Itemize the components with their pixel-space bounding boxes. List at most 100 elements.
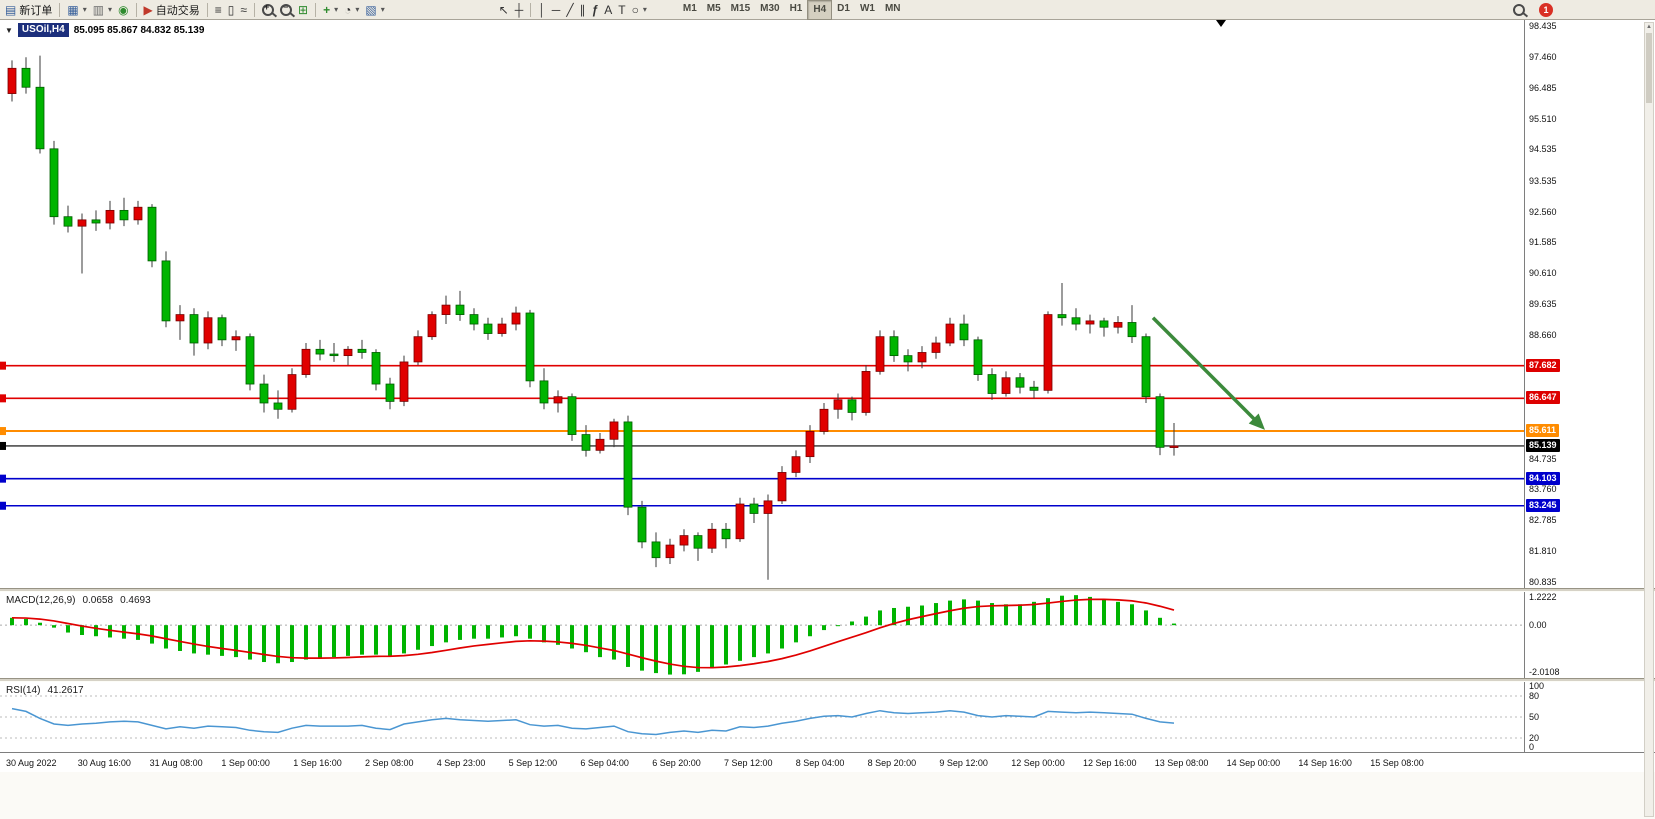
time-label: 8 Sep 20:00	[867, 758, 917, 768]
profiles-button[interactable]: ▥ ▾	[90, 1, 115, 19]
time-label: 15 Sep 08:00	[1370, 758, 1424, 768]
timeframe-mn-button[interactable]: MN	[884, 3, 901, 14]
trendline-button[interactable]: ╱	[563, 1, 576, 19]
auto-trading-label: 自动交易	[155, 4, 200, 17]
price-tick: 81.810	[1529, 546, 1557, 557]
price-tick: 93.535	[1529, 175, 1557, 186]
cursor-button[interactable]: ↖	[496, 1, 512, 19]
timeframe-h4-button[interactable]: H4	[807, 0, 833, 20]
timeframe-m30-button[interactable]: M30	[760, 3, 780, 14]
panel-separator[interactable]	[0, 678, 1655, 682]
time-label: 30 Aug 16:00	[77, 758, 131, 768]
time-label: 1 Sep 00:00	[221, 758, 270, 768]
zoom-out-button[interactable]	[277, 1, 295, 19]
search-button[interactable]	[1510, 1, 1528, 19]
price-badge: 87.682	[1526, 358, 1560, 372]
price-tick: 80.835	[1529, 576, 1557, 587]
community-button[interactable]: ◉	[115, 1, 131, 19]
price-tick: 89.635	[1529, 299, 1557, 309]
toolbar-separator	[530, 2, 532, 17]
rsi-axis-tick: 20	[1529, 733, 1540, 743]
timeframe-group: M1 M5 M15 M30 H1 H4 D1 W1 MN	[678, 0, 906, 20]
timeframe-m15-button[interactable]: M15	[730, 3, 751, 14]
time-label: 12 Sep 00:00	[1011, 758, 1065, 768]
periods-button[interactable]: ◔ ▾	[341, 1, 362, 19]
notification-button[interactable]: 1	[1536, 1, 1556, 19]
channel-button[interactable]: ∥	[577, 1, 589, 19]
crosshair-button[interactable]: ┼	[512, 1, 527, 19]
zoom-in-button[interactable]	[259, 1, 277, 19]
time-label: 14 Sep 16:00	[1298, 758, 1352, 768]
bottom-strip	[0, 772, 1655, 819]
rsi-panel[interactable]: RSI(14) 41.2617	[0, 682, 1524, 752]
time-label: 9 Sep 12:00	[939, 758, 988, 768]
vertical-scrollbar[interactable]: ▲	[1644, 22, 1654, 817]
fibonacci-button[interactable]: ƒ	[589, 1, 602, 19]
price-tick: 83.760	[1529, 484, 1557, 495]
tile-windows-button[interactable]: ⊞	[295, 1, 311, 19]
time-label: 31 Aug 08:00	[149, 758, 203, 768]
line-chart-button[interactable]: ≈	[237, 1, 250, 19]
search-icon	[1513, 4, 1525, 16]
macd-signal-value: 0.4693	[120, 595, 151, 606]
template-icon: ▧	[365, 2, 377, 17]
price-tick: 96.485	[1529, 82, 1557, 93]
label-button[interactable]: T	[615, 1, 628, 19]
bar-chart-button[interactable]: ≡	[212, 1, 225, 19]
new-chart-icon: ▦	[67, 2, 79, 17]
toolbar-separator	[206, 2, 208, 17]
vertical-line-icon: │	[538, 2, 546, 17]
chevron-down-icon: ▾	[380, 5, 385, 14]
chart-shift-marker[interactable]	[1216, 20, 1226, 27]
horizontal-line-button[interactable]: ─	[549, 1, 564, 19]
shapes-button[interactable]: ○ ▾	[629, 1, 650, 19]
text-tool-icon: A	[604, 2, 613, 17]
price-tick: 82.785	[1529, 515, 1557, 526]
timeframe-d1-button[interactable]: D1	[837, 3, 850, 14]
rsi-axis-tick: 0	[1529, 742, 1535, 752]
chevron-down-icon: ▾	[108, 5, 113, 14]
rsi-name: RSI(14)	[6, 685, 41, 696]
rsi-axis-tick: 80	[1529, 691, 1540, 701]
fibonacci-icon: ƒ	[591, 2, 599, 17]
rsi-axis-tick: 100	[1529, 681, 1545, 691]
time-label: 8 Sep 04:00	[795, 758, 845, 768]
indicators-button[interactable]: + ▾	[320, 1, 341, 19]
text-button[interactable]: A	[601, 1, 615, 19]
macd-axis-tick: -2.0108	[1529, 667, 1560, 677]
toolbar-separator	[135, 2, 137, 17]
auto-trading-button[interactable]: ▶ 自动交易	[141, 1, 203, 19]
timeframe-m1-button[interactable]: M1	[682, 3, 697, 14]
notification-badge: 1	[1539, 3, 1553, 17]
one-click-trading-toggle[interactable]: ▼	[5, 25, 13, 35]
main-chart[interactable]: ▼ USOil,H4 85.095 85.867 84.832 85.139	[0, 20, 1524, 588]
price-badge: 84.103	[1526, 471, 1560, 485]
new-chart-button[interactable]: ▦ ▾	[64, 1, 89, 19]
timeframe-h1-button[interactable]: H1	[789, 3, 803, 14]
line-chart-icon: ≈	[240, 2, 247, 17]
chart-title: ▼ USOil,H4 85.095 85.867 84.832 85.139	[5, 23, 204, 37]
horizontal-line-icon: ─	[551, 2, 561, 17]
price-tick: 95.510	[1529, 113, 1557, 124]
rsi-chart	[0, 695, 1524, 739]
vertical-line-button[interactable]: │	[535, 1, 549, 19]
candlestick-chart-button[interactable]: ▯	[225, 1, 238, 19]
templates-button[interactable]: ▧ ▾	[362, 1, 387, 19]
panel-separator[interactable]	[0, 588, 1655, 592]
new-order-button[interactable]: ▤ 新订单	[2, 1, 55, 19]
timeframe-w1-button[interactable]: W1	[859, 3, 875, 14]
price-tick: 97.460	[1529, 51, 1557, 62]
timeframe-m5-button[interactable]: M5	[706, 3, 721, 14]
toolbar-right-group: 1	[1510, 1, 1556, 19]
time-label: 12 Sep 16:00	[1083, 758, 1137, 768]
toolbar-separator	[254, 2, 255, 17]
scrollbar-thumb[interactable]	[1646, 33, 1652, 103]
price-tick: 88.660	[1529, 329, 1557, 340]
chevron-down-icon: ▾	[355, 5, 360, 14]
time-label: 6 Sep 04:00	[580, 758, 629, 768]
macd-panel[interactable]: MACD(12,26,9) 0.0658 0.4693	[0, 592, 1524, 678]
price-tick: 84.735	[1529, 453, 1557, 464]
macd-axis: 1.2222 0.00 -2.0108	[1524, 592, 1655, 678]
time-label: 14 Sep 00:00	[1226, 758, 1281, 768]
